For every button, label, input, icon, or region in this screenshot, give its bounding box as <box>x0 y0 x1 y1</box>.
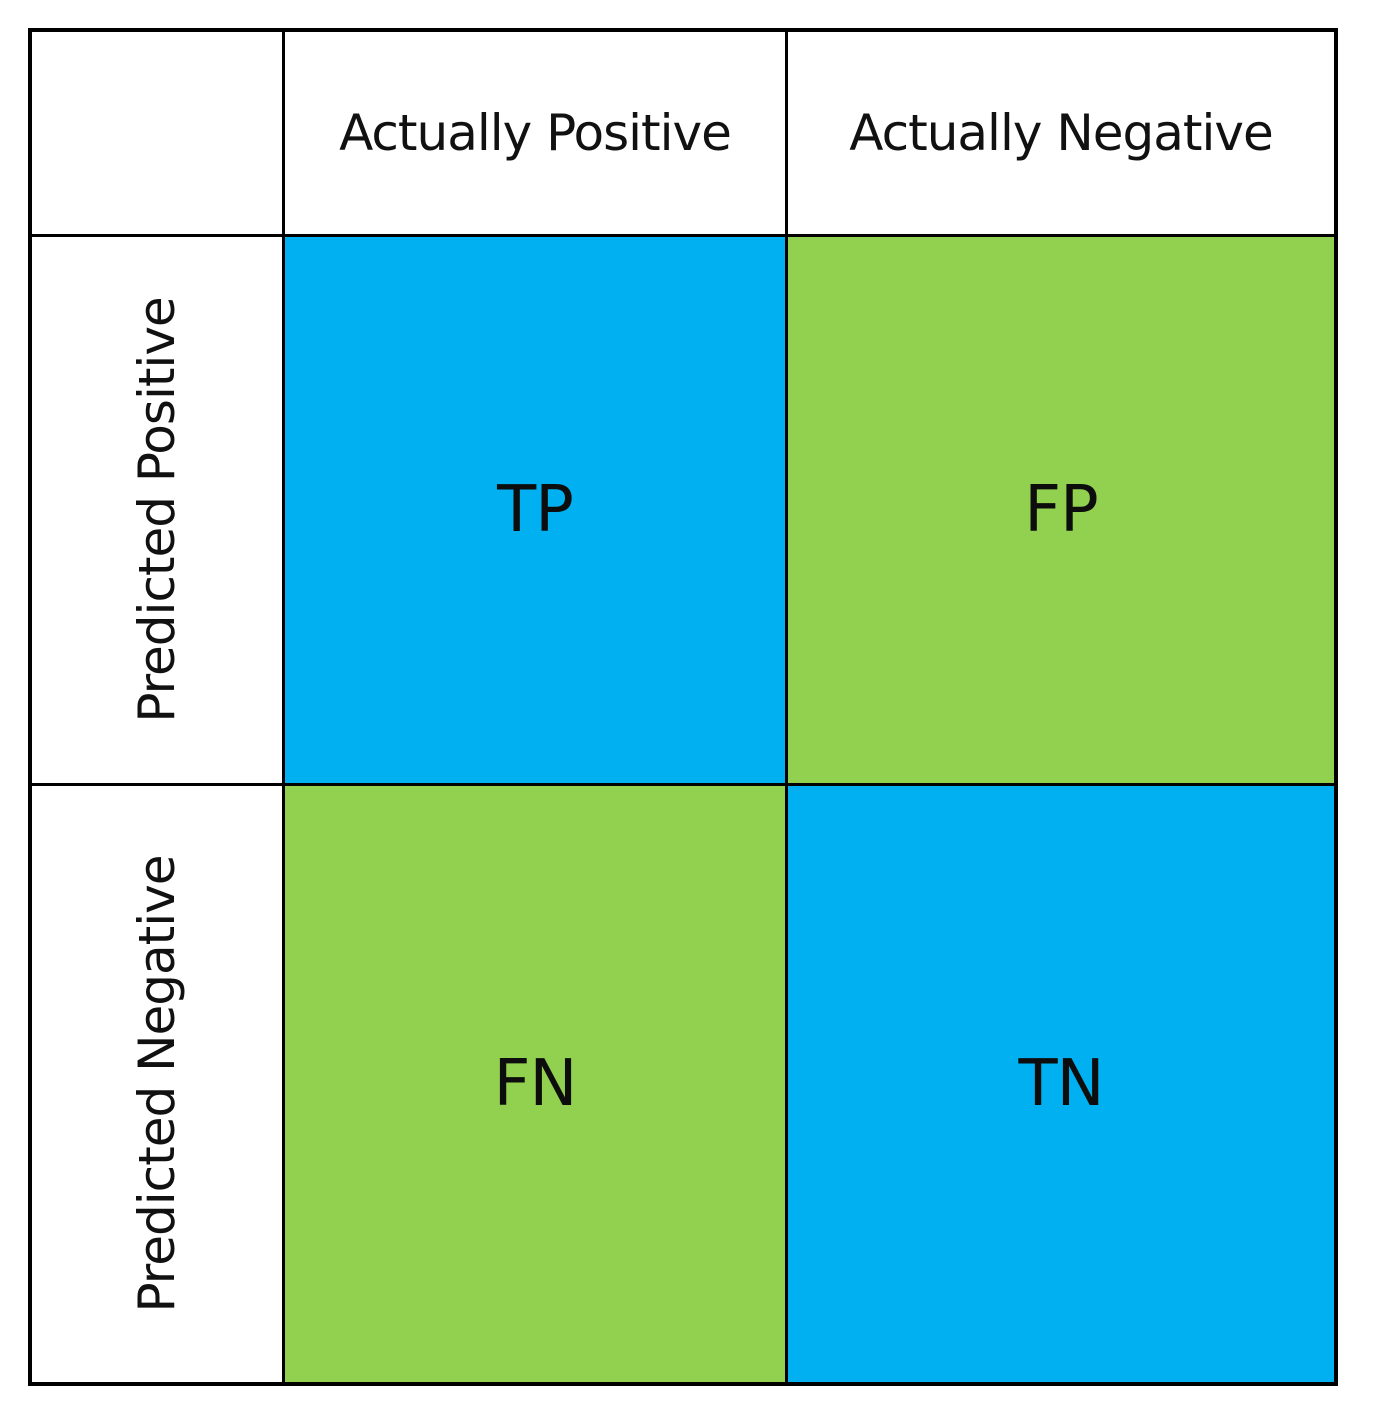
row-header-label: Predicted Positive <box>128 297 186 723</box>
column-header-label: Actually Positive <box>339 104 732 162</box>
column-header-label: Actually Negative <box>849 104 1273 162</box>
row-header-predicted-negative: Predicted Negative <box>32 786 282 1382</box>
confusion-matrix: Actually Positive Actually Negative Pred… <box>28 28 1338 1386</box>
cell-label: TP <box>497 473 574 547</box>
cell-label: FN <box>493 1047 578 1121</box>
column-header-actually-positive: Actually Positive <box>285 32 785 234</box>
cell-false-negative: FN <box>285 786 785 1382</box>
row-header-label: Predicted Negative <box>128 855 186 1313</box>
row-header-predicted-positive: Predicted Positive <box>32 237 282 783</box>
cell-label: TN <box>1018 1047 1105 1121</box>
cell-true-negative: TN <box>788 786 1334 1382</box>
cell-label: FP <box>1024 473 1098 547</box>
cell-true-positive: TP <box>285 237 785 783</box>
cell-false-positive: FP <box>788 237 1334 783</box>
corner-cell <box>32 32 282 234</box>
column-header-actually-negative: Actually Negative <box>788 32 1334 234</box>
